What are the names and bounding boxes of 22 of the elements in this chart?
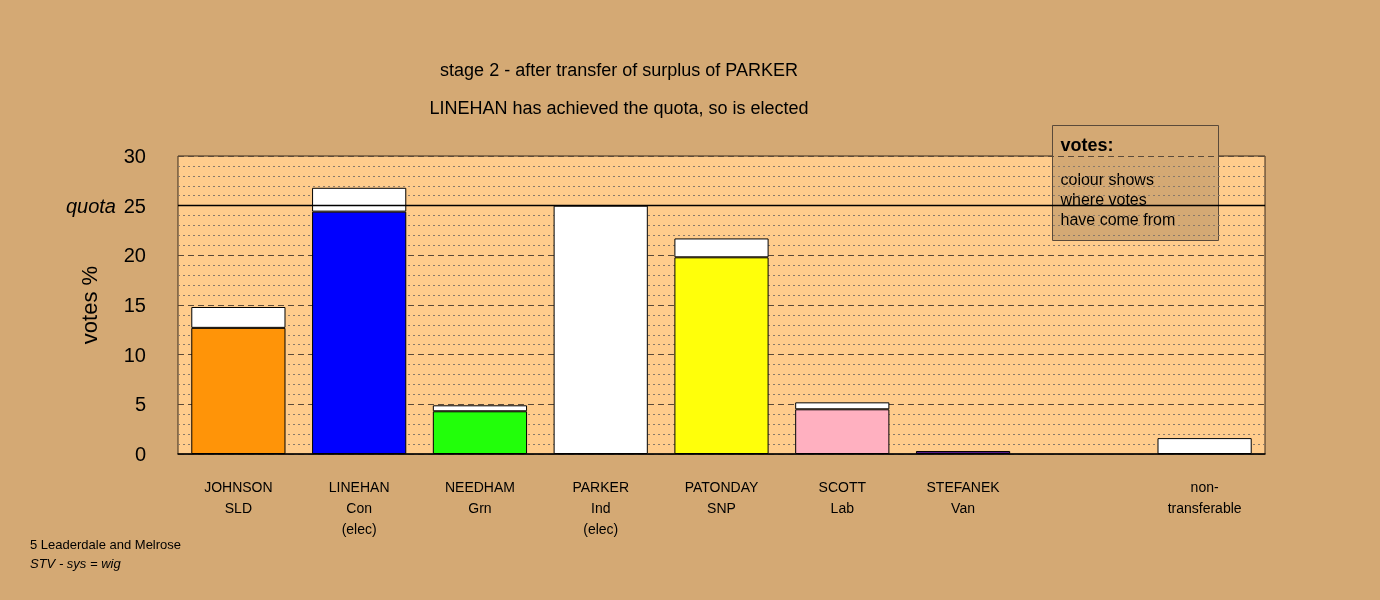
chart-title: stage 2 - after transfer of surplus of PARKER <box>440 60 798 80</box>
x-tick-label: STEFANEK Van <box>926 478 1001 516</box>
x-tick-label: JOHNSON SLD <box>204 478 273 516</box>
y-tick-label: 20 <box>123 244 146 267</box>
x-tick-label: NEEDHAM Grn <box>444 478 515 516</box>
y-axis-title: votes % <box>76 265 102 345</box>
text: 5 Leaderdale and Melrose <box>30 537 182 552</box>
y-tick-label: 25 <box>123 194 146 217</box>
y-tick-label: 10 <box>123 343 146 366</box>
x-tick-label: SCOTT Lab <box>818 478 867 516</box>
y-tick-label: 30 <box>123 145 146 167</box>
text: votes: <box>1060 134 1114 155</box>
y-tick-label: 15 <box>123 294 146 316</box>
text: STV - sys = wig <box>30 556 122 571</box>
x-tick-label: non- transferable <box>1167 478 1242 516</box>
ref-line-label: quota <box>65 194 116 217</box>
y-tick-label: 0 <box>134 443 146 465</box>
chart-subtitle: LINEHAN has achieved the quota, so is elected <box>429 98 809 118</box>
x-tick-label: LINEHAN Con (elec) <box>328 478 390 537</box>
x-tick-label: PARKER Ind (elec) <box>572 478 629 537</box>
x-tick-label: PATONDAY SNP <box>684 478 759 516</box>
y-tick-label: 5 <box>134 393 146 416</box>
